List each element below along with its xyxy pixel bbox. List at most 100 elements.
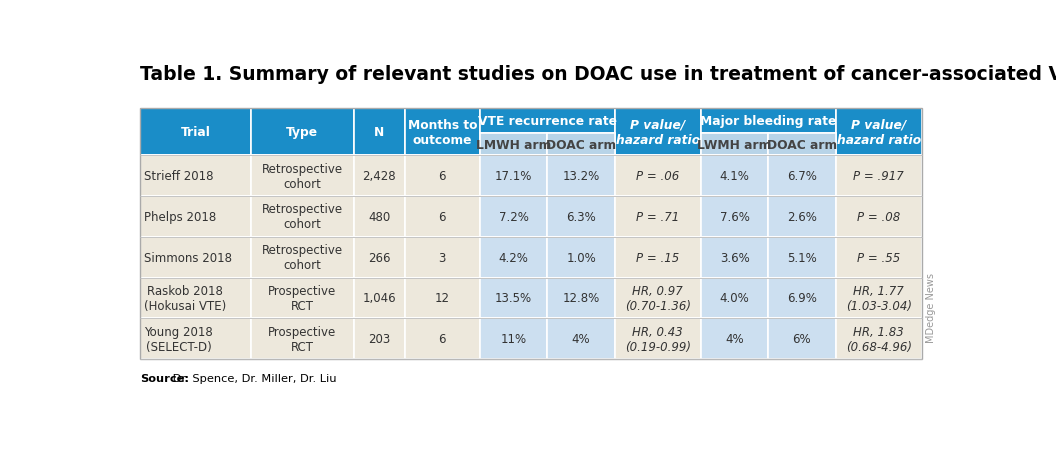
- Bar: [404, 278, 480, 318]
- Text: 2.6%: 2.6%: [787, 210, 817, 223]
- Bar: [615, 278, 701, 318]
- Text: 4.0%: 4.0%: [720, 292, 750, 305]
- Text: 7.2%: 7.2%: [498, 210, 529, 223]
- Text: Table 1. Summary of relevant studies on DOAC use in treatment of cancer-associat: Table 1. Summary of relevant studies on …: [140, 65, 1056, 84]
- Bar: [835, 197, 922, 237]
- Text: P value/
hazard ratio: P value/ hazard ratio: [836, 118, 921, 147]
- Text: P = .15: P = .15: [636, 251, 679, 264]
- Text: Source:: Source:: [140, 374, 189, 384]
- Text: 13.2%: 13.2%: [563, 170, 600, 183]
- Text: HR, 0.43
(0.19-0.99): HR, 0.43 (0.19-0.99): [625, 325, 691, 353]
- Bar: [835, 318, 922, 359]
- Bar: [701, 318, 768, 359]
- Text: 7.6%: 7.6%: [719, 210, 750, 223]
- Bar: [615, 156, 701, 197]
- Text: 3: 3: [438, 251, 446, 264]
- Bar: [615, 109, 701, 156]
- Bar: [701, 197, 768, 237]
- Text: 6: 6: [438, 333, 446, 345]
- Text: P = .08: P = .08: [857, 210, 901, 223]
- Text: P = .06: P = .06: [636, 170, 679, 183]
- Text: 203: 203: [367, 333, 391, 345]
- Text: Retrospective
cohort: Retrospective cohort: [262, 244, 343, 272]
- Text: HR, 1.83
(0.68-4.96): HR, 1.83 (0.68-4.96): [846, 325, 911, 353]
- Bar: [480, 278, 547, 318]
- Text: Simmons 2018: Simmons 2018: [145, 251, 232, 264]
- Bar: [547, 197, 615, 237]
- Text: 3.6%: 3.6%: [720, 251, 750, 264]
- Bar: [354, 197, 404, 237]
- Bar: [140, 109, 251, 156]
- Text: 4%: 4%: [571, 333, 590, 345]
- Bar: [615, 318, 701, 359]
- Text: 4.2%: 4.2%: [498, 251, 529, 264]
- Text: Retrospective
cohort: Retrospective cohort: [262, 162, 343, 190]
- Bar: [835, 237, 922, 278]
- Text: Raskob 2018
(Hokusai VTE): Raskob 2018 (Hokusai VTE): [145, 284, 227, 312]
- Text: 11%: 11%: [501, 333, 527, 345]
- Bar: [140, 237, 251, 278]
- Bar: [354, 278, 404, 318]
- Text: Dr. Spence, Dr. Miller, Dr. Liu: Dr. Spence, Dr. Miller, Dr. Liu: [169, 374, 336, 384]
- Bar: [251, 237, 354, 278]
- Bar: [835, 278, 922, 318]
- Bar: [480, 156, 547, 197]
- Text: Strieff 2018: Strieff 2018: [145, 170, 213, 183]
- Bar: [701, 156, 768, 197]
- Bar: [615, 197, 701, 237]
- Bar: [768, 134, 835, 156]
- Text: 12.8%: 12.8%: [563, 292, 600, 305]
- Bar: [547, 134, 615, 156]
- Bar: [140, 109, 922, 359]
- Bar: [404, 156, 480, 197]
- Bar: [354, 156, 404, 197]
- Text: 1,046: 1,046: [362, 292, 396, 305]
- Text: Retrospective
cohort: Retrospective cohort: [262, 203, 343, 231]
- Text: MDedge News: MDedge News: [926, 272, 936, 342]
- Text: HR, 0.97
(0.70-1.36): HR, 0.97 (0.70-1.36): [625, 284, 691, 312]
- Bar: [835, 109, 922, 156]
- Bar: [835, 156, 922, 197]
- Bar: [251, 156, 354, 197]
- Bar: [404, 237, 480, 278]
- Bar: [547, 318, 615, 359]
- Bar: [768, 237, 835, 278]
- Text: 4.1%: 4.1%: [719, 170, 750, 183]
- Text: P value/
hazard ratio: P value/ hazard ratio: [616, 118, 700, 147]
- Text: Major bleeding rate: Major bleeding rate: [700, 115, 836, 128]
- Bar: [480, 197, 547, 237]
- Text: Young 2018
(SELECT-D): Young 2018 (SELECT-D): [145, 325, 213, 353]
- Text: VTE recurrence rate: VTE recurrence rate: [478, 115, 617, 128]
- Bar: [701, 278, 768, 318]
- Text: Prospective
RCT: Prospective RCT: [268, 325, 337, 353]
- Text: 6: 6: [438, 170, 446, 183]
- Bar: [615, 237, 701, 278]
- Bar: [251, 278, 354, 318]
- Text: LMWH arm: LMWH arm: [476, 138, 551, 152]
- Bar: [701, 109, 835, 134]
- Bar: [251, 318, 354, 359]
- Bar: [480, 237, 547, 278]
- Bar: [354, 237, 404, 278]
- Text: 6.7%: 6.7%: [787, 170, 817, 183]
- Text: 6.9%: 6.9%: [787, 292, 817, 305]
- Text: 12: 12: [435, 292, 450, 305]
- Bar: [480, 109, 615, 134]
- Bar: [768, 278, 835, 318]
- Text: Trial: Trial: [181, 126, 210, 139]
- Bar: [251, 109, 354, 156]
- Bar: [768, 318, 835, 359]
- Text: HR, 1.77
(1.03-3.04): HR, 1.77 (1.03-3.04): [846, 284, 911, 312]
- Bar: [768, 197, 835, 237]
- Text: LWMH arm: LWMH arm: [697, 138, 772, 152]
- Text: Type: Type: [286, 126, 319, 139]
- Bar: [480, 134, 547, 156]
- Text: P = .917: P = .917: [853, 170, 904, 183]
- Bar: [701, 237, 768, 278]
- Bar: [251, 197, 354, 237]
- Text: 2,428: 2,428: [362, 170, 396, 183]
- Text: N: N: [374, 126, 384, 139]
- Bar: [140, 197, 251, 237]
- Bar: [140, 156, 251, 197]
- Bar: [547, 278, 615, 318]
